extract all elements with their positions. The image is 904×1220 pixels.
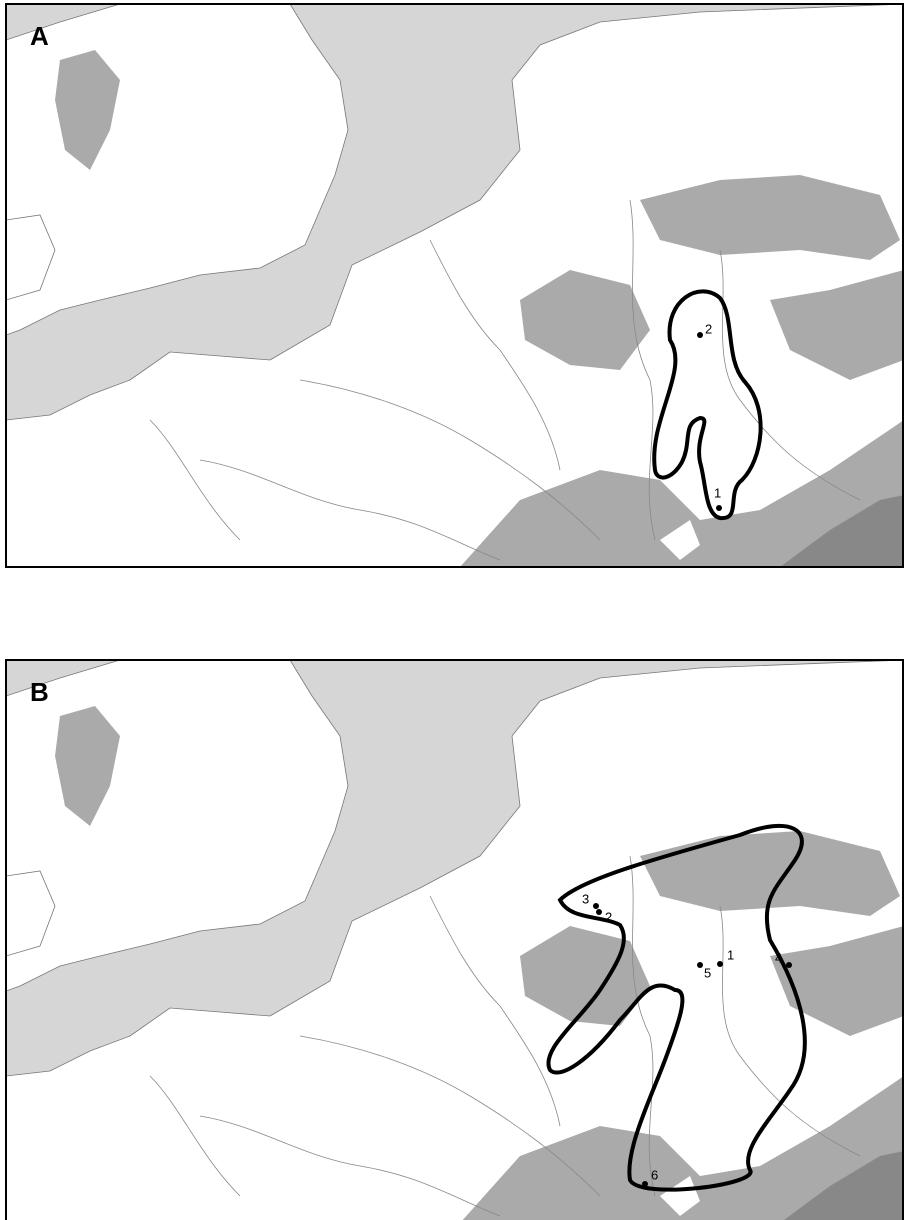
panel-frame (5, 3, 904, 568)
site-point (593, 903, 599, 909)
site-point (596, 909, 602, 915)
panel-label: A (30, 21, 49, 51)
panel-label: B (30, 677, 49, 707)
site-label: 1 (727, 947, 734, 962)
map-panel: A 1 2 (5, 3, 904, 568)
site-point (642, 1181, 648, 1187)
site-point (717, 961, 723, 967)
range-outline (652, 289, 763, 521)
site-label: 1 (714, 485, 721, 500)
site-point (786, 962, 792, 968)
site-label: 3 (582, 891, 589, 906)
range-outline (546, 824, 807, 1192)
site-label: 5 (704, 965, 711, 980)
site-point (697, 332, 703, 338)
site-label: 4 (775, 950, 782, 965)
site-point (697, 962, 703, 968)
map-panel: B 1 2 3 4 5 6 (5, 659, 904, 1220)
site-label: 6 (651, 1167, 658, 1182)
site-point (716, 505, 722, 511)
site-label: 2 (605, 909, 612, 924)
site-label: 2 (705, 321, 712, 336)
panel-frame (5, 659, 904, 1220)
